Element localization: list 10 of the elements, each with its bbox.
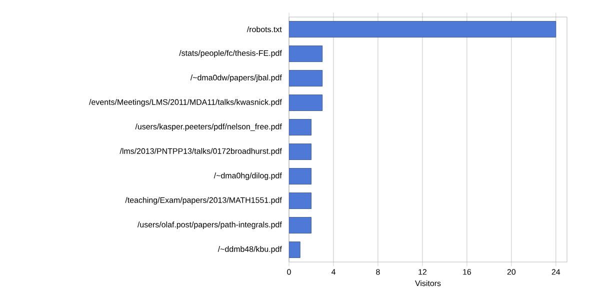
bar xyxy=(289,192,312,209)
bar xyxy=(289,242,300,258)
bar xyxy=(289,94,323,111)
bar xyxy=(289,70,323,86)
bar xyxy=(289,168,312,184)
bar xyxy=(289,217,312,234)
bar xyxy=(289,119,312,136)
bar xyxy=(289,21,556,38)
bar xyxy=(289,46,323,62)
bar xyxy=(289,144,312,160)
